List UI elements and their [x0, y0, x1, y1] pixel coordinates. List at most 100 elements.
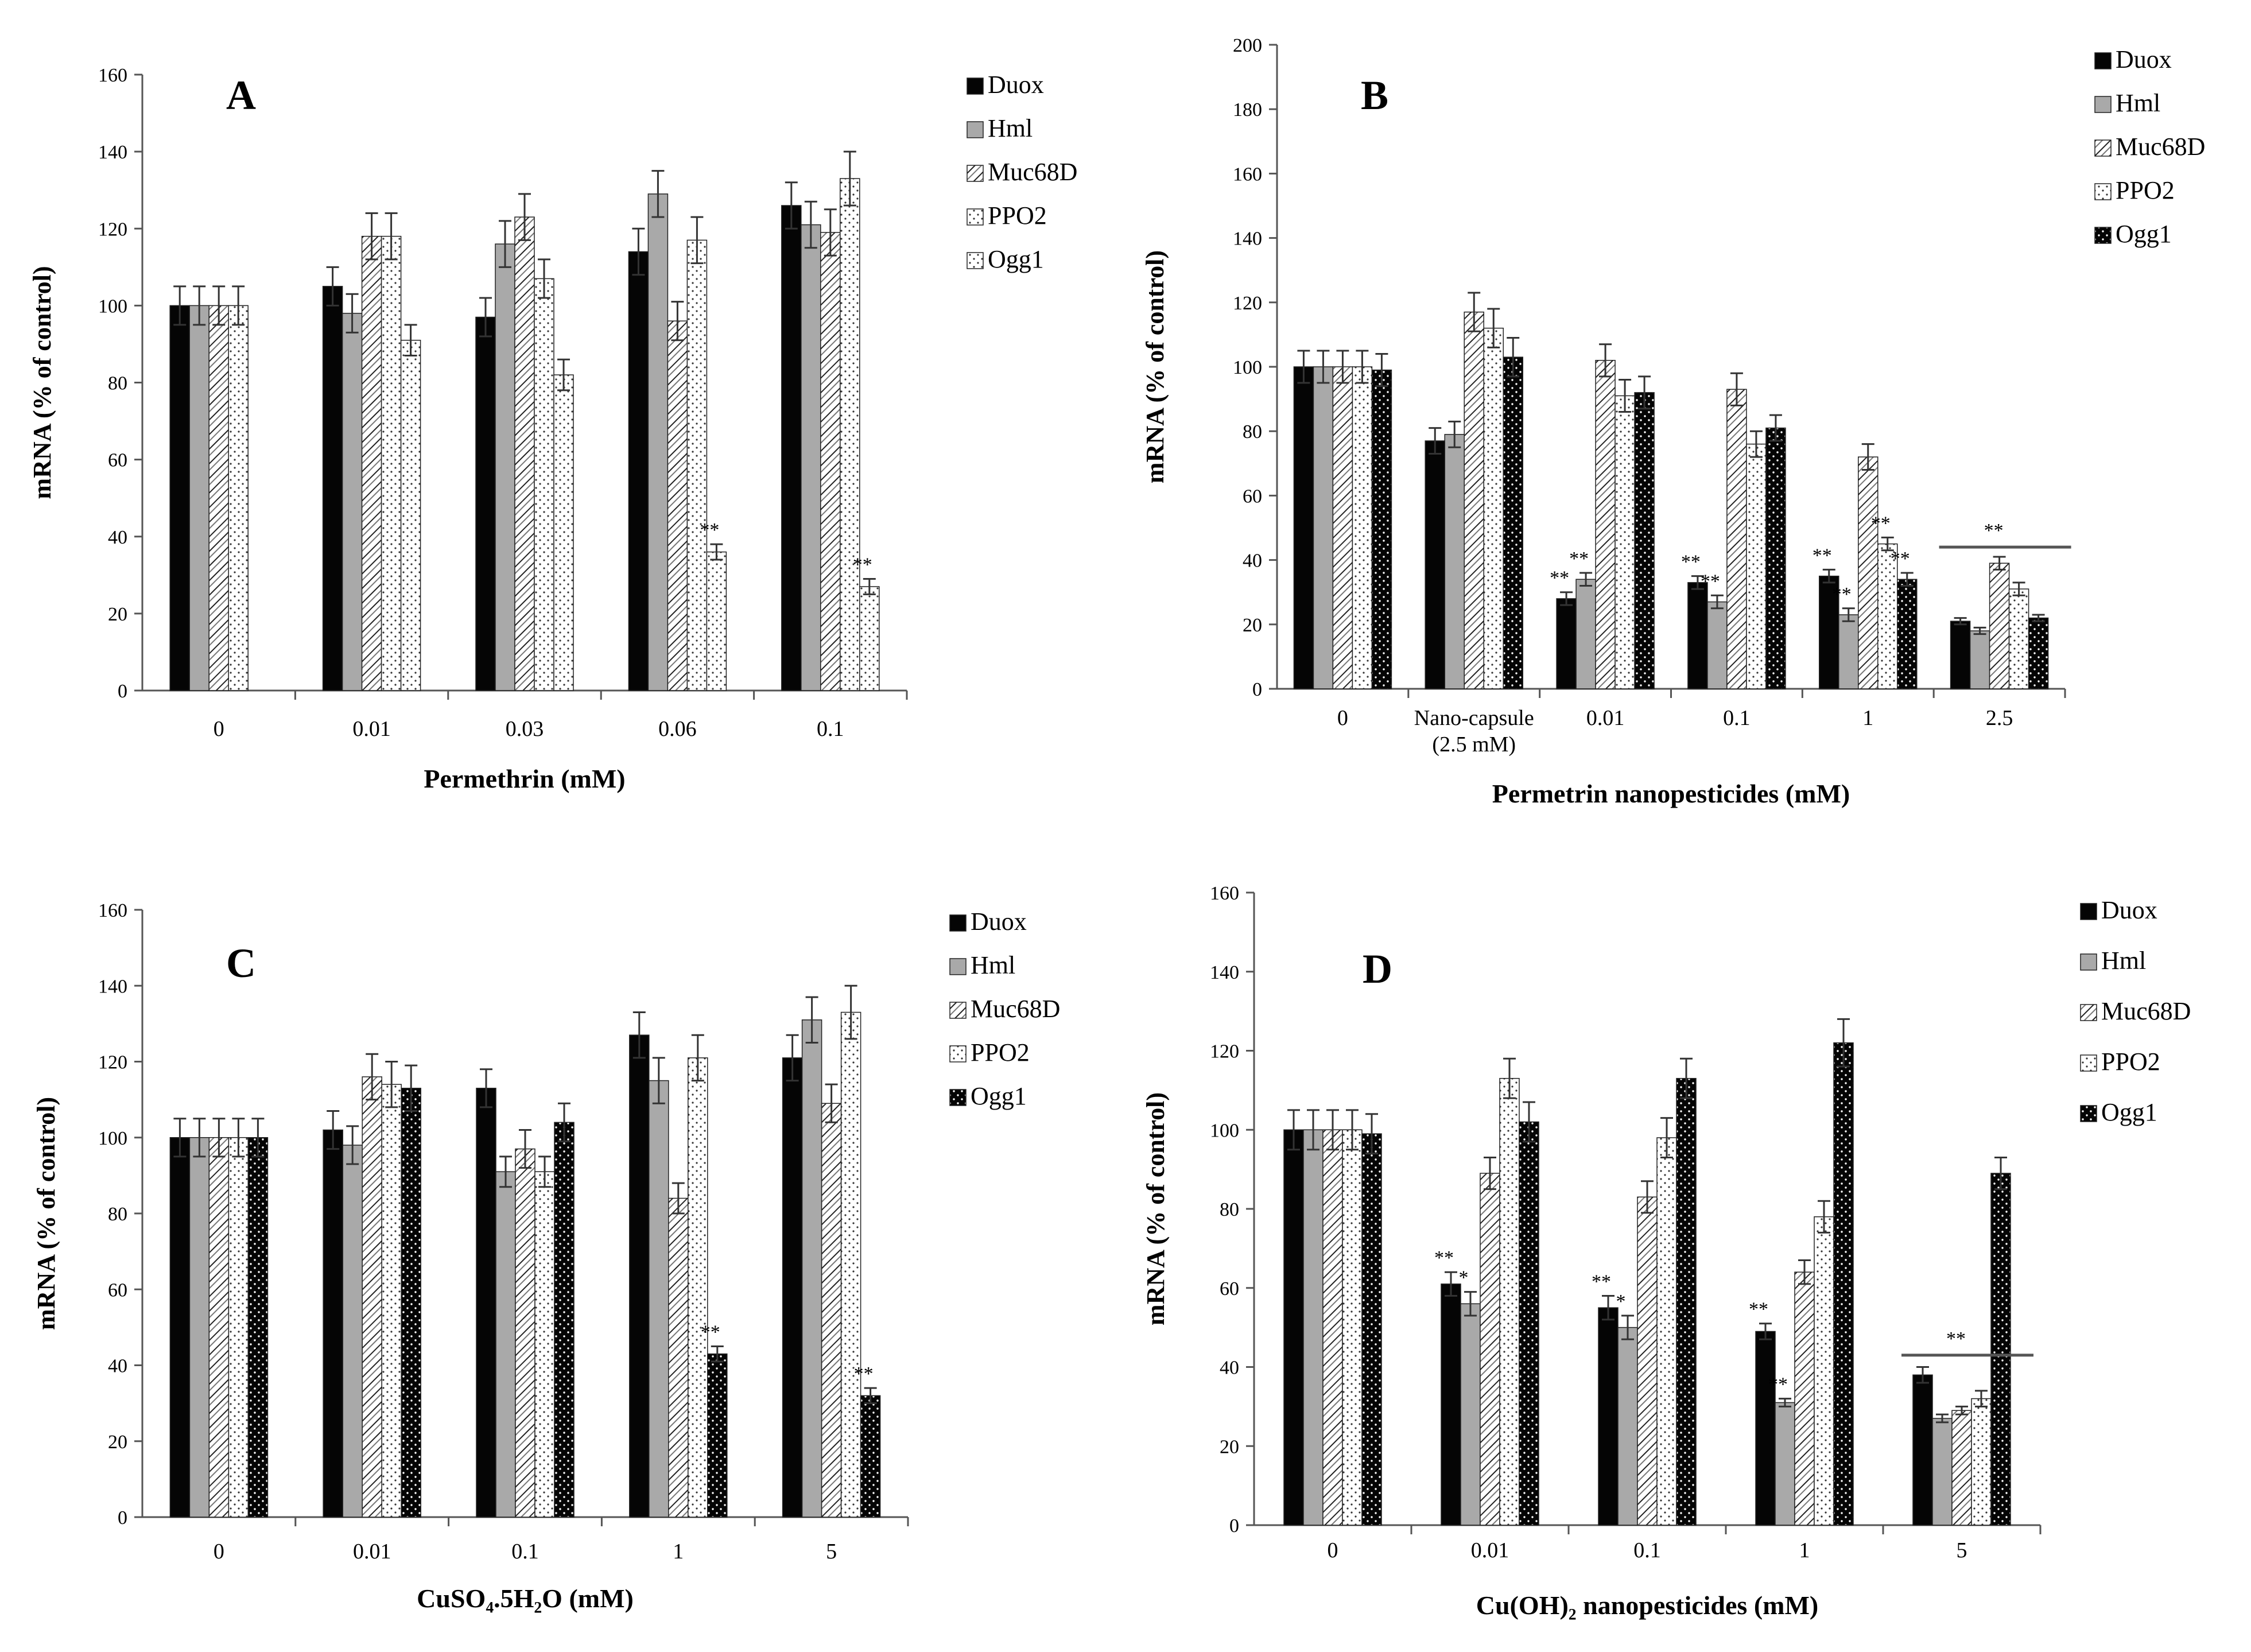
x-category-label: Nano-capsule [1414, 706, 1534, 730]
bar-muc68d [1464, 311, 1484, 689]
y-tick-label: 60 [1243, 486, 1262, 507]
bar-ogg1 [401, 1088, 421, 1518]
bar-ppo2 [1814, 1216, 1834, 1526]
significance-marker: ** [1681, 552, 1701, 573]
bar-ppo2 [840, 1011, 861, 1518]
y-axis-label: mRNA (% of control) [1141, 250, 1169, 483]
bar-hml [1707, 601, 1728, 689]
x-category-label: 0.1 [817, 717, 844, 741]
y-tick-label: 160 [98, 65, 127, 86]
bar-muc68d [515, 1148, 535, 1518]
bar-muc68d [362, 1076, 382, 1518]
significance-marker: ** [1768, 1374, 1788, 1395]
bar-duox [1283, 1129, 1304, 1526]
legend-swatch [2094, 96, 2112, 113]
bar-muc68d [514, 216, 535, 691]
y-tick-label: 120 [1233, 293, 1262, 314]
y-axis-label: mRNA (% of control) [1142, 1092, 1170, 1325]
significance-marker: ** [1701, 571, 1720, 592]
y-tick-label: 20 [1220, 1436, 1239, 1457]
y-tick-label: 140 [98, 976, 127, 997]
bar-ogg1 [1990, 1173, 2011, 1526]
bar-muc68d [821, 1103, 842, 1518]
y-tick-label: 80 [108, 373, 127, 394]
bar-hml [647, 193, 669, 691]
y-tick-label: 80 [1243, 421, 1262, 443]
bar-duox [1441, 1283, 1461, 1526]
bar-muc68d [1951, 1410, 1972, 1526]
bar-ogg1 [247, 1137, 269, 1518]
chart-panel-b: B 0 20 40 60 80 100 120 140 160 180 200 mRNA (% of c… [1141, 35, 2205, 808]
bar-muc68d [1332, 366, 1353, 689]
bar-hml [1775, 1402, 1795, 1526]
bar-ppo2 [1499, 1077, 1520, 1526]
bar-duox [782, 1057, 803, 1518]
x-category-label: 0 [1328, 1538, 1338, 1562]
bar-duox [1912, 1374, 1933, 1526]
x-category-label: 0.01 [353, 1539, 391, 1564]
bar-duox [629, 1034, 650, 1518]
y-axis-label: mRNA (% of control) [28, 266, 56, 499]
x-axis-label: CuSO₄.5H₂O (mM) [417, 1584, 634, 1613]
x-category-label: 5 [826, 1539, 837, 1564]
legend-label: Ogg1 [971, 1082, 1027, 1110]
bar-duox [322, 286, 343, 691]
legend-label: Muc68D [971, 995, 1060, 1023]
bar-ppo2 [1352, 366, 1373, 689]
y-tick-label: 120 [98, 219, 127, 240]
legend-swatch [967, 208, 984, 226]
bar-ppo2 [1971, 1398, 1992, 1526]
significance-marker: ** [1891, 548, 1910, 569]
bar-hml [1969, 630, 1990, 689]
significance-marker: ** [1749, 1299, 1768, 1320]
legend-label: Duox [2116, 45, 2172, 73]
y-tick-label: 140 [98, 142, 127, 163]
significance-marker: ** [1813, 545, 1832, 566]
significance-marker: * [1459, 1267, 1469, 1289]
bar-ppo2 [1877, 543, 1898, 689]
x-axis-label: Permethrin (mM) [424, 764, 625, 793]
bar-ogg1 [1676, 1077, 1697, 1526]
legend-swatch [949, 958, 967, 975]
y-tick-label: 80 [1220, 1199, 1239, 1220]
bar-hml [801, 224, 821, 691]
y-axis-label: mRNA (% of control) [32, 1097, 60, 1330]
bar-ppo2 [688, 1057, 708, 1518]
legend-swatch [2094, 52, 2112, 69]
bar-hml [1460, 1303, 1481, 1526]
legend-swatch [967, 121, 984, 138]
bar-ppo2 [381, 1084, 402, 1518]
legend-swatch [967, 165, 984, 182]
y-tick-label: 0 [1229, 1515, 1239, 1537]
y-tick-label: 60 [1220, 1278, 1239, 1300]
bar-ogg1 [706, 551, 727, 691]
legend-label: Muc68D [2101, 997, 2191, 1025]
y-tick-label: 160 [1210, 883, 1239, 904]
legend-swatch [2080, 903, 2097, 920]
chart-panel-a: A 0 20 40 60 80 100 120 140 160 mRNA (% of control… [28, 65, 1077, 793]
bar-hml [1303, 1129, 1324, 1526]
x-category-label: 0.1 [1633, 1538, 1661, 1562]
significance-marker: ** [1434, 1247, 1454, 1269]
x-category-label: (2.5 mM) [1432, 732, 1516, 757]
y-tick-label: 0 [118, 681, 127, 702]
legend-swatch [949, 914, 967, 932]
significance-marker: ** [1832, 584, 1852, 605]
bar-duox [1598, 1307, 1619, 1526]
y-tick-label: 80 [108, 1204, 127, 1225]
legend-swatch [2080, 1054, 2097, 1072]
legend-label: Hml [988, 114, 1033, 142]
bar-muc68d [1322, 1129, 1343, 1526]
legend-swatch [2094, 139, 2112, 157]
bar-ppo2 [1746, 443, 1767, 689]
bar-ogg1 [1833, 1042, 1854, 1526]
bar-ogg1 [859, 586, 880, 691]
y-tick-label: 140 [1233, 228, 1262, 250]
bar-muc68d [208, 305, 229, 691]
bar-hml [495, 243, 515, 691]
bar-hml [342, 1145, 363, 1518]
y-tick-label: 20 [108, 1432, 127, 1453]
bar-hml [495, 1171, 516, 1518]
bar-ppo2 [381, 235, 402, 691]
bar-muc68d [1480, 1173, 1500, 1526]
